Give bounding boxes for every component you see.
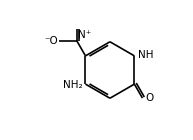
Text: N⁺: N⁺ [78,30,91,40]
Text: ⁻O: ⁻O [44,36,58,46]
Text: O: O [145,93,153,103]
Text: NH: NH [138,50,153,60]
Text: NH₂: NH₂ [63,80,82,90]
